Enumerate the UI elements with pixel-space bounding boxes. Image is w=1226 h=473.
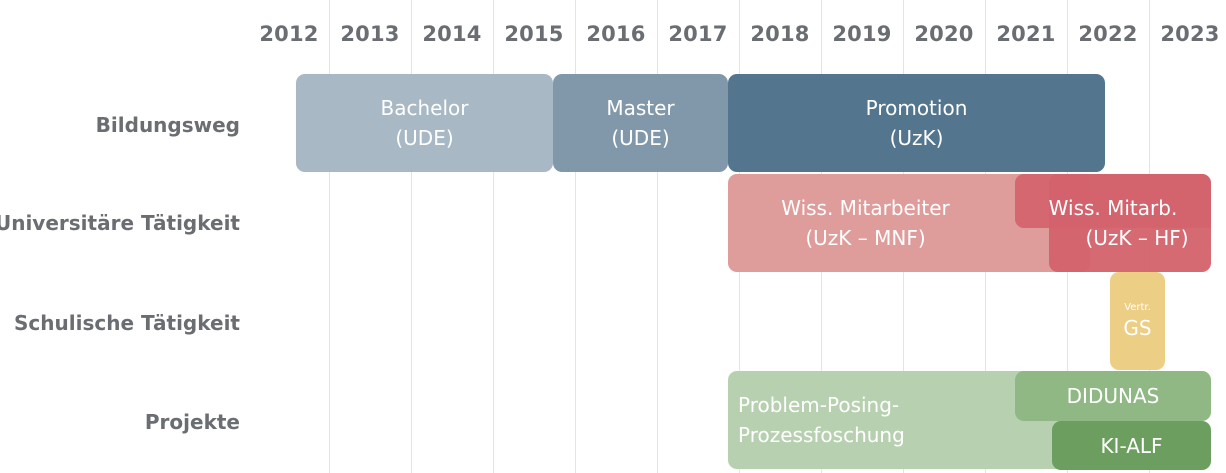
- year-label: 2013: [340, 22, 400, 46]
- grid-line: [575, 0, 576, 473]
- bar-promotion-line2: (UzK): [889, 126, 944, 150]
- year-label: 2018: [750, 22, 810, 46]
- year-label: 2021: [996, 22, 1056, 46]
- bar-vertr-gs-line2: GS: [1123, 316, 1152, 340]
- year-label: 2014: [422, 22, 482, 46]
- bar-wiss-hf-line2: (UzK – HF): [1085, 226, 1189, 250]
- grid-line: [657, 0, 658, 473]
- year-label: 2020: [914, 22, 974, 46]
- bar-didunas: DIDUNAS: [1015, 371, 1211, 421]
- bar-wiss-mitarb-hf: Wiss. Mitarb. (UzK – HF): [1015, 174, 1211, 272]
- bar-problem-posing-line2: Prozessfoschung: [738, 423, 905, 447]
- bar-master: Master (UDE): [553, 74, 728, 172]
- bar-didunas-label: DIDUNAS: [1066, 384, 1160, 408]
- bar-master-line1: Master: [606, 96, 675, 120]
- year-label: 2022: [1078, 22, 1138, 46]
- grid-line: [411, 0, 412, 473]
- year-label: 2012: [259, 22, 319, 46]
- bar-master-line2: (UDE): [611, 126, 670, 150]
- bar-ki-alf-label: KI-ALF: [1100, 433, 1163, 458]
- grid-line: [493, 0, 494, 473]
- bar-bachelor-line2: (UDE): [395, 126, 454, 150]
- year-label: 2019: [832, 22, 892, 46]
- bar-wiss-hf-line1: Wiss. Mitarb.: [1048, 196, 1178, 220]
- year-label: 2015: [504, 22, 564, 46]
- year-label: 2016: [586, 22, 646, 46]
- row-label-university: Universitäre Tätigkeit: [0, 211, 240, 235]
- bar-wiss-mnf-line1: Wiss. Mitarbeiter: [781, 196, 950, 220]
- year-label: 2023: [1160, 22, 1220, 46]
- bar-bachelor: Bachelor (UDE): [296, 74, 553, 172]
- bar-problem-posing-line1: Problem-Posing-: [738, 393, 900, 417]
- bar-wiss-hf-main: [1049, 174, 1211, 272]
- bar-vertr-gs-line1: Vertr.: [1124, 302, 1151, 313]
- year-label: 2017: [668, 22, 728, 46]
- bar-wiss-mnf-line2: (UzK – MNF): [805, 226, 926, 250]
- bar-promotion: Promotion (UzK): [728, 74, 1105, 172]
- bar-bachelor-line1: Bachelor: [380, 96, 469, 120]
- bar-wiss-mnf-text: Wiss. Mitarbeiter (UzK – MNF): [728, 174, 1003, 272]
- row-label-education: Bildungsweg: [95, 113, 240, 137]
- bar-vertr-gs: Vertr. GS: [1110, 272, 1165, 370]
- bar-promotion-line1: Promotion: [865, 96, 968, 120]
- row-label-projects: Projekte: [144, 410, 240, 434]
- row-label-school: Schulische Tätigkeit: [14, 311, 240, 335]
- bar-ki-alf: KI-ALF: [1052, 421, 1211, 470]
- grid-line: [329, 0, 330, 473]
